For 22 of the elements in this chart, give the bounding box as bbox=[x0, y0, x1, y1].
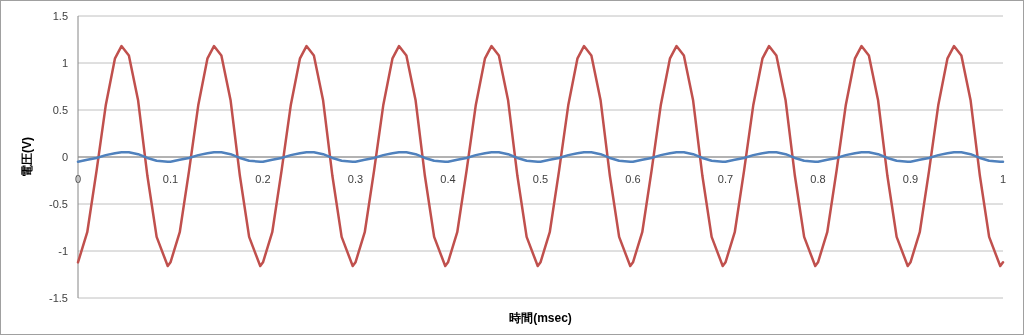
x-tick-label: 0.1 bbox=[162, 173, 179, 185]
line-series bbox=[76, 151, 1005, 163]
x-axis-title: 時間(msec) bbox=[509, 311, 572, 325]
y-tick-label: 1.5 bbox=[52, 10, 68, 22]
y-tick-label: -0.5 bbox=[49, 198, 68, 210]
x-tick-label: 0.8 bbox=[810, 173, 826, 185]
x-tick-label: 0.2 bbox=[255, 173, 271, 185]
x-tick-label: 0.3 bbox=[347, 173, 364, 185]
y-tick-label: 1 bbox=[61, 57, 68, 69]
y-tick-label: -1 bbox=[58, 245, 68, 257]
x-tick-label: 0.5 bbox=[532, 173, 549, 185]
x-tick-label: 1 bbox=[999, 173, 1007, 185]
y-tick-label: 0.5 bbox=[52, 104, 68, 116]
line-series bbox=[76, 44, 1005, 268]
y-axis-title: 電圧(V) bbox=[20, 137, 34, 177]
y-tick-label: -1.5 bbox=[49, 292, 68, 304]
x-tick-label: 0.9 bbox=[902, 173, 919, 185]
x-tick-label: 0.6 bbox=[625, 173, 641, 185]
x-tick-label: 0.7 bbox=[717, 173, 734, 185]
x-tick-label: 0.4 bbox=[440, 173, 456, 185]
y-tick-label: 0 bbox=[61, 151, 68, 163]
x-tick-label: 0 bbox=[74, 173, 82, 185]
